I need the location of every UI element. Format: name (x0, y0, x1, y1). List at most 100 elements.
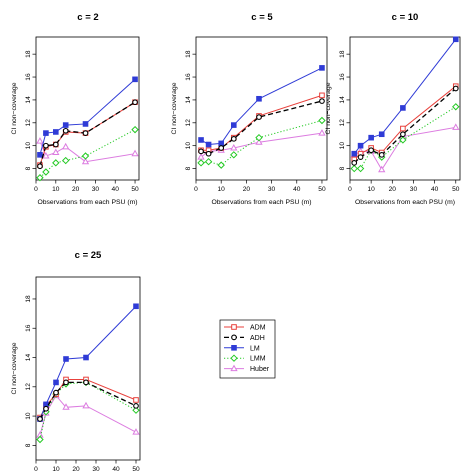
legend-marker (231, 344, 237, 351)
data-point-lmm (36, 174, 44, 182)
x-tick-label: 10 (367, 186, 375, 193)
y-tick-label: 12 (25, 383, 32, 391)
chart-panel-2: c = 5 0 10 20 30 40 50 8 10 12 14 16 18 Observations … (171, 12, 328, 206)
series-line-lmm (354, 106, 457, 170)
data-point-lm (357, 142, 364, 149)
data-point-huber (318, 129, 326, 136)
panel-title: c = 10 (392, 12, 419, 23)
legend-marker (231, 324, 237, 330)
x-tick-label: 30 (410, 186, 418, 193)
series-huber (36, 137, 139, 165)
x-tick-label: 10 (52, 466, 60, 473)
y-tick-label: 10 (339, 142, 346, 150)
plot-frame (195, 36, 328, 181)
x-tick-label: 10 (218, 186, 226, 193)
x-tick-label: 20 (243, 186, 251, 193)
data-point-huber (62, 142, 70, 150)
chart-panel-1: c = 2 0 10 20 30 40 50 8 10 12 14 16 18 Observations … (11, 12, 140, 206)
x-tick-label: 40 (431, 186, 439, 193)
data-point-huber (42, 151, 50, 159)
series-huber (197, 129, 326, 160)
data-point-lmm (81, 152, 90, 160)
y-axis-label: CI non−coverage (325, 82, 332, 134)
plot-frame (35, 36, 140, 181)
legend-label: LMM (250, 356, 266, 363)
data-point-adh (400, 131, 406, 138)
data-point-lm (400, 105, 406, 111)
data-point-adh (218, 145, 225, 151)
data-point-huber (62, 403, 70, 410)
data-point-huber (230, 143, 238, 151)
legend-item-lmm: LMM (224, 354, 266, 363)
data-point-lmm (62, 156, 70, 165)
data-point-adh (357, 154, 364, 160)
data-point-lmm (131, 125, 139, 134)
data-point-lm (452, 36, 459, 43)
data-point-adh (452, 85, 459, 92)
y-tick-label: 14 (185, 96, 192, 104)
y-tick-label: 18 (25, 295, 32, 303)
y-axis: 8 10 12 14 16 18 (25, 50, 36, 170)
plot-frame (349, 36, 461, 181)
series-lm (351, 36, 459, 157)
x-tick-label: 0 (34, 186, 38, 193)
data-point-adh (52, 141, 59, 148)
data-point-lm (62, 122, 69, 128)
data-point-lm (198, 137, 204, 143)
data-point-adh (256, 114, 262, 120)
y-tick-label: 14 (25, 354, 32, 362)
x-axis: 0 10 20 30 40 50 (194, 180, 326, 193)
x-tick-label: 20 (72, 466, 80, 473)
series-line-adh (39, 381, 137, 420)
series-lm (37, 76, 138, 158)
data-point-lmm (399, 136, 407, 144)
data-point-adh (43, 405, 49, 412)
data-point-adh (37, 416, 43, 422)
data-point-huber (131, 149, 139, 157)
series-lm (37, 303, 139, 422)
x-tick-label: 50 (452, 186, 460, 193)
data-point-lmm (452, 103, 460, 111)
legend-marker (231, 334, 237, 341)
data-point-lmm (217, 161, 225, 169)
chart-panel-3: c = 10 0 10 20 30 40 50 8 10 12 14 16 18 Observations… (325, 12, 461, 206)
y-tick-label: 12 (185, 119, 192, 127)
y-tick-label: 8 (25, 443, 32, 447)
data-point-lm (205, 141, 212, 148)
series-lmm (36, 378, 140, 444)
x-axis-label: Observations from each PSU (m) (37, 199, 137, 206)
data-point-lm (53, 379, 59, 386)
legend-item-adh: ADH (224, 334, 265, 342)
legend: ADM ADH LM LMM Huber (219, 319, 276, 379)
series-lm (198, 65, 325, 148)
y-tick-label: 16 (25, 324, 32, 332)
panels: c = 2 0 10 20 30 40 50 8 10 12 14 16 18 Observations … (11, 12, 461, 473)
series-lmm (36, 125, 139, 182)
series-line-adh (39, 101, 136, 167)
data-point-lmm (350, 164, 358, 173)
data-point-adh (43, 142, 49, 149)
x-axis: 0 10 20 30 40 50 (348, 180, 460, 193)
x-tick-label: 0 (194, 186, 198, 193)
x-axis-label: Observations from each PSU (m) (211, 199, 311, 206)
data-point-adh (132, 99, 138, 106)
x-axis: 0 10 20 30 40 50 (34, 180, 139, 193)
data-point-adh (230, 135, 237, 142)
data-point-adm (400, 125, 406, 132)
data-point-huber (197, 153, 205, 160)
x-tick-label: 0 (348, 186, 352, 193)
y-tick-label: 8 (25, 166, 32, 170)
series-line-huber (39, 140, 136, 163)
data-point-huber (52, 148, 60, 156)
y-axis-label: CI non−coverage (171, 82, 178, 134)
series-adh (351, 85, 459, 166)
x-tick-label: 40 (293, 186, 301, 193)
series-adh (37, 379, 139, 422)
y-tick-label: 10 (25, 142, 32, 150)
data-point-lm (230, 122, 237, 128)
series-lmm (197, 116, 326, 169)
x-tick-label: 20 (72, 186, 80, 193)
data-point-adh (205, 150, 212, 157)
series-line-lmm (200, 120, 323, 166)
y-tick-label: 12 (25, 119, 32, 127)
